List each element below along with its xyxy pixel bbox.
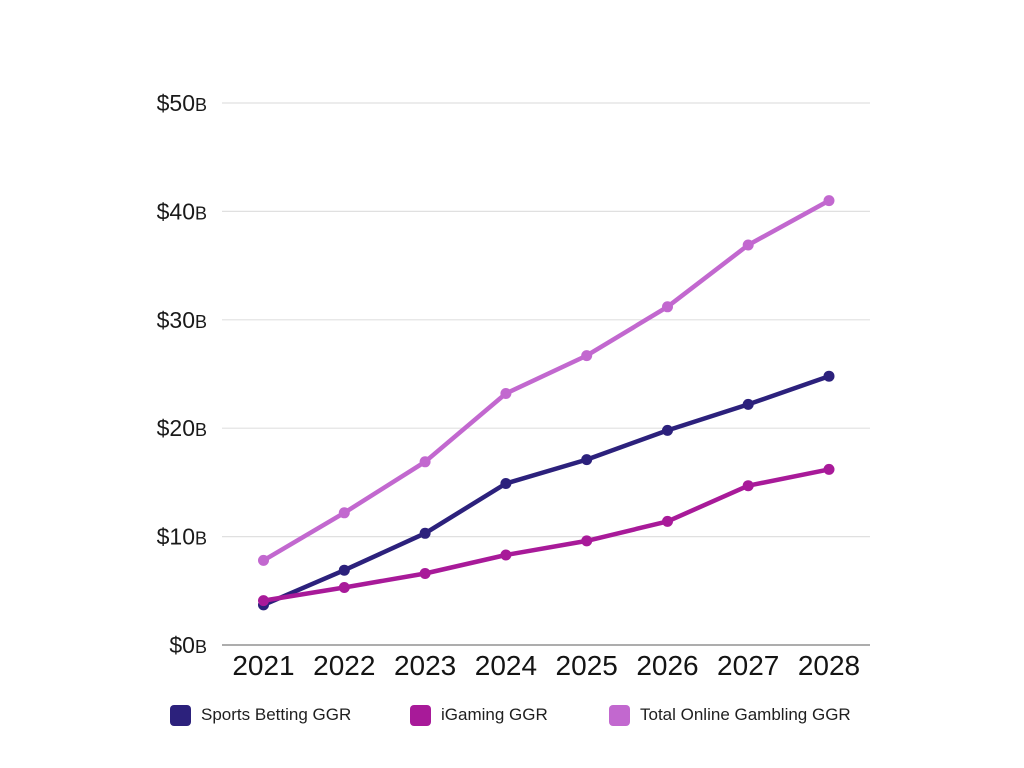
data-point: [823, 195, 835, 207]
series-line: [261, 198, 832, 563]
y-axis-tick-label: $30B: [157, 307, 207, 333]
series-line: [261, 373, 832, 608]
data-point: [258, 595, 269, 607]
x-axis-tick-label: 2027: [717, 650, 779, 681]
data-point: [419, 456, 431, 468]
x-axis-tick-label: 2021: [232, 650, 294, 681]
x-axis-tick-label: 2025: [556, 650, 618, 681]
legend-label-igaming-ggr: iGaming GGR: [441, 705, 548, 724]
x-axis-tick-label: 2026: [636, 650, 698, 681]
legend-swatch-total-online-gambling-ggr: [609, 704, 630, 726]
data-point: [500, 549, 512, 561]
data-point: [581, 535, 593, 547]
y-axis-tick-label: $10B: [157, 524, 207, 550]
legend-label-total-online-gambling-ggr: Total Online Gambling GGR: [640, 705, 851, 724]
chart-legend: Sports Betting GGR iGaming GGR Total Onl…: [0, 703, 1024, 729]
x-axis-tick-label: 2028: [798, 650, 860, 681]
data-point: [662, 515, 673, 527]
data-point: [500, 478, 512, 489]
legend-item-igaming-ggr: iGaming GGR: [410, 703, 548, 727]
y-axis-tick-label: $20B: [157, 415, 207, 441]
x-axis-tick-label: 2024: [475, 650, 537, 681]
legend-item-total-online-gambling-ggr: Total Online Gambling GGR: [609, 703, 851, 727]
data-point: [662, 301, 673, 313]
data-point: [500, 388, 512, 399]
legend-label-sports-betting-ggr: Sports Betting GGR: [201, 705, 352, 724]
x-axis-tick-label: 2023: [394, 650, 456, 681]
y-axis-tick-label: $50B: [157, 90, 207, 116]
x-axis-tick-label: 2022: [313, 650, 375, 681]
data-point: [742, 480, 754, 492]
data-point: [338, 582, 350, 593]
legend-swatch-igaming-ggr: [410, 704, 431, 726]
legend-item-sports-betting-ggr: Sports Betting GGR: [170, 703, 351, 727]
y-axis-tick-label: $40B: [157, 198, 207, 224]
data-point: [338, 507, 350, 519]
data-point: [742, 239, 754, 251]
data-point: [258, 554, 269, 566]
data-point: [581, 454, 593, 466]
series-line: [261, 467, 832, 603]
data-point: [662, 424, 673, 436]
legend-swatch-sports-betting-ggr: [170, 704, 191, 726]
data-point: [581, 350, 593, 362]
data-point: [823, 370, 835, 382]
data-point: [742, 398, 754, 410]
data-point: [419, 568, 431, 579]
data-point: [823, 463, 835, 475]
y-axis-tick-label: $0B: [169, 632, 207, 658]
data-point: [419, 527, 431, 539]
data-point: [338, 564, 350, 576]
